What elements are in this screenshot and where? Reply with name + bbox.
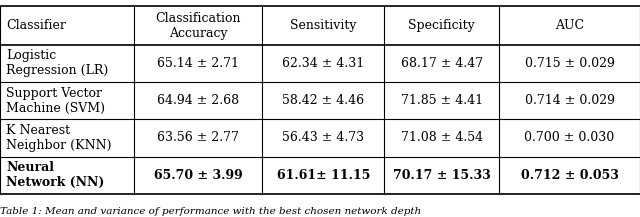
Text: 61.61± 11.15: 61.61± 11.15 [276,169,370,182]
Text: Specificity: Specificity [408,19,475,32]
Text: 68.17 ± 4.47: 68.17 ± 4.47 [401,57,483,70]
Text: 71.85 ± 4.41: 71.85 ± 4.41 [401,94,483,107]
Text: 0.712 ± 0.053: 0.712 ± 0.053 [521,169,618,182]
Text: 0.715 ± 0.029: 0.715 ± 0.029 [525,57,614,70]
Text: K Nearest
Neighbor (KNN): K Nearest Neighbor (KNN) [6,124,112,152]
Text: 65.14 ± 2.71: 65.14 ± 2.71 [157,57,239,70]
Text: Table 1: Mean and variance of performance with the best chosen network depth: Table 1: Mean and variance of performanc… [0,207,421,216]
Text: Neural
Network (NN): Neural Network (NN) [6,161,105,189]
Text: 0.700 ± 0.030: 0.700 ± 0.030 [524,132,615,145]
Text: 62.34 ± 4.31: 62.34 ± 4.31 [282,57,364,70]
Text: Logistic
Regression (LR): Logistic Regression (LR) [6,49,109,77]
Text: Classifier: Classifier [6,19,67,32]
Text: AUC: AUC [555,19,584,32]
Text: Support Vector
Machine (SVM): Support Vector Machine (SVM) [6,87,106,115]
Text: 65.70 ± 3.99: 65.70 ± 3.99 [154,169,243,182]
Text: 58.42 ± 4.46: 58.42 ± 4.46 [282,94,364,107]
Text: 0.714 ± 0.029: 0.714 ± 0.029 [525,94,614,107]
Text: 70.17 ± 15.33: 70.17 ± 15.33 [393,169,490,182]
Text: Classification
Accuracy: Classification Accuracy [156,12,241,39]
Text: Sensitivity: Sensitivity [290,19,356,32]
Text: 63.56 ± 2.77: 63.56 ± 2.77 [157,132,239,145]
Text: 64.94 ± 2.68: 64.94 ± 2.68 [157,94,239,107]
Text: 56.43 ± 4.73: 56.43 ± 4.73 [282,132,364,145]
Text: 71.08 ± 4.54: 71.08 ± 4.54 [401,132,483,145]
